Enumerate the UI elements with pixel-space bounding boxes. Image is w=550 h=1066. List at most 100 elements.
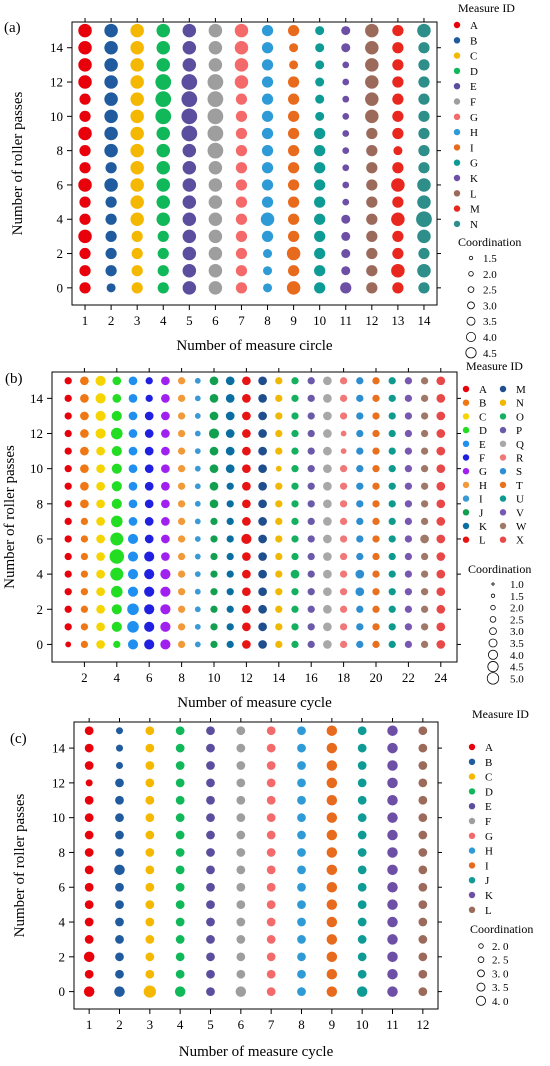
data-point	[78, 23, 92, 38]
data-point	[326, 934, 338, 945]
data-point	[111, 410, 122, 422]
data-point	[287, 230, 300, 243]
data-point	[323, 481, 332, 491]
data-point	[314, 145, 326, 157]
legend-marker	[462, 426, 470, 434]
data-point	[182, 246, 197, 261]
x-tick-label: 1	[86, 1017, 93, 1032]
data-point	[79, 93, 91, 105]
data-point	[130, 40, 144, 55]
data-point	[207, 91, 224, 108]
data-point	[207, 125, 224, 142]
data-point	[175, 813, 185, 823]
data-point	[144, 551, 155, 562]
y-tick-label: 8	[57, 143, 64, 158]
size-legend-label: 2. 0	[492, 941, 509, 953]
data-point	[210, 517, 218, 526]
data-point	[177, 500, 186, 508]
y-axis-label: Number of roller passes	[10, 91, 26, 235]
data-point	[208, 195, 223, 209]
data-point	[387, 968, 398, 980]
data-point	[242, 499, 251, 509]
data-point	[388, 535, 396, 543]
data-point	[314, 196, 326, 208]
data-point	[110, 532, 124, 546]
data-point	[436, 552, 446, 561]
legend-label: X	[516, 535, 524, 547]
data-point	[145, 830, 155, 840]
data-point	[145, 743, 155, 753]
x-tick-label: 10	[313, 313, 326, 328]
data-point	[326, 725, 338, 736]
data-point	[206, 987, 215, 996]
data-point	[104, 109, 118, 124]
data-point	[275, 447, 283, 455]
data-point	[287, 213, 300, 225]
data-point	[64, 394, 72, 402]
data-point	[236, 778, 246, 788]
legend-label: K	[485, 890, 493, 902]
y-tick-label: 10	[52, 810, 65, 825]
data-point	[297, 917, 306, 927]
y-tick-label: 4	[59, 915, 66, 930]
data-point	[418, 865, 428, 875]
data-point	[372, 535, 380, 543]
data-point	[160, 604, 171, 615]
x-axis-label: Number of measure circle	[176, 338, 333, 354]
data-point	[242, 622, 251, 632]
data-point	[307, 482, 315, 490]
data-point	[128, 464, 138, 474]
data-point	[261, 110, 274, 122]
data-point	[206, 813, 215, 823]
data-point	[297, 830, 306, 840]
data-point	[144, 639, 155, 650]
data-point	[104, 75, 118, 89]
data-point	[307, 517, 315, 526]
data-point	[161, 517, 170, 526]
data-point	[210, 570, 218, 578]
panel-label: (b)	[5, 371, 23, 387]
data-point	[226, 552, 234, 561]
data-point	[236, 726, 246, 736]
data-point	[130, 126, 144, 141]
data-point	[342, 112, 350, 120]
data-point	[275, 535, 283, 543]
size-legend-marker	[490, 593, 496, 598]
data-point	[144, 411, 154, 421]
data-point	[372, 517, 380, 526]
data-point	[372, 500, 380, 508]
data-point	[194, 430, 201, 437]
data-point	[314, 230, 326, 243]
data-point	[177, 447, 186, 455]
data-point	[323, 517, 332, 526]
legend-marker	[453, 174, 461, 182]
data-point	[287, 265, 300, 277]
data-point	[210, 552, 218, 561]
data-point	[275, 412, 283, 420]
data-point	[287, 24, 300, 37]
data-point	[372, 482, 380, 490]
data-point	[297, 848, 306, 857]
data-point	[127, 533, 139, 545]
legend-marker	[499, 522, 507, 530]
data-point	[342, 164, 350, 172]
data-point	[128, 517, 138, 526]
data-point	[418, 969, 428, 979]
data-point	[388, 570, 396, 578]
data-point	[404, 535, 413, 543]
data-point	[387, 742, 398, 754]
legend-marker	[499, 495, 507, 502]
data-point	[366, 162, 378, 174]
data-point	[326, 795, 338, 806]
data-point	[420, 588, 429, 596]
data-point	[175, 830, 185, 840]
data-point	[418, 127, 430, 140]
data-point	[307, 429, 315, 438]
y-tick-label: 10	[30, 461, 43, 476]
data-point	[116, 727, 123, 735]
data-point	[79, 196, 91, 208]
data-point	[160, 621, 171, 632]
data-point	[418, 76, 430, 88]
size-legend-label: 1.0	[510, 579, 524, 591]
legend-label: P	[516, 425, 522, 437]
